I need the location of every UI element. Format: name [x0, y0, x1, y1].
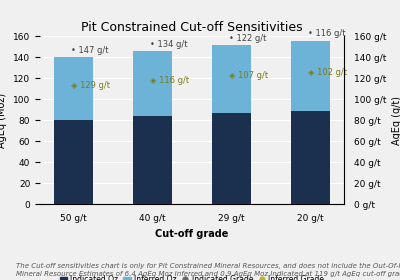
Bar [54, 57, 93, 120]
Text: • 134 g/t: • 134 g/t [150, 40, 188, 49]
Bar [212, 45, 251, 113]
Bar [212, 113, 251, 204]
Text: ◈ 102 g/t: ◈ 102 g/t [308, 68, 347, 77]
X-axis label: Cut-off grade: Cut-off grade [155, 229, 229, 239]
Bar [133, 116, 172, 204]
Text: ◈ 129 g/t: ◈ 129 g/t [71, 81, 110, 90]
Title: Pit Constrained Cut-off Sensitivities: Pit Constrained Cut-off Sensitivities [81, 21, 303, 34]
Text: The Cut-off sensitivities chart is only for Pit Constrained Mineral Resources, a: The Cut-off sensitivities chart is only … [16, 263, 400, 277]
Text: • 147 g/t: • 147 g/t [71, 46, 109, 55]
Legend: Indicated Oz, Inferred Oz, Indicated Grade, Inferred Grade: Indicated Oz, Inferred Oz, Indicated Gra… [56, 272, 328, 280]
Y-axis label: AgEq (g/t): AgEq (g/t) [392, 96, 400, 145]
Bar [291, 111, 330, 204]
Bar [291, 41, 330, 111]
Bar [133, 51, 172, 116]
Text: • 116 g/t: • 116 g/t [308, 29, 346, 39]
Text: ◈ 107 g/t: ◈ 107 g/t [229, 71, 268, 80]
Bar [54, 120, 93, 204]
Text: • 122 g/t: • 122 g/t [229, 34, 266, 43]
Text: ◈ 116 g/t: ◈ 116 g/t [150, 76, 189, 85]
Y-axis label: AgEq (Moz): AgEq (Moz) [0, 93, 8, 148]
